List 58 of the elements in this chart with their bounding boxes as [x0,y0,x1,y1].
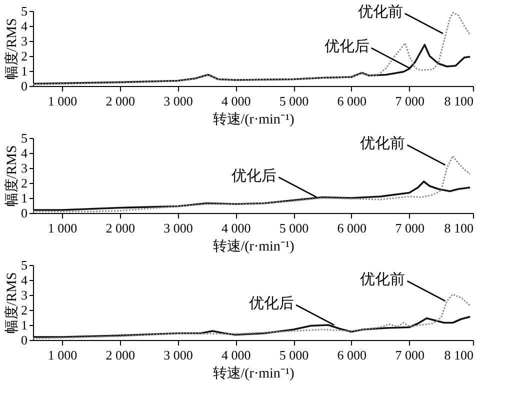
x-tick-label: 1 000 [48,94,78,108]
y-tick-label: 4 [21,272,28,288]
x-axis-title: 转速/(r·min⁻¹) [212,366,295,382]
annotation: 优化后 [249,295,294,312]
x-tick-label: 7 000 [395,220,424,236]
x-tick-label: 3 000 [164,220,193,236]
x-tick-label: 6 000 [337,220,367,236]
x-tick-label: 5 000 [279,220,309,236]
annotation: 优化后 [232,167,277,184]
line-series [32,180,472,211]
y-tick-label: 0 [21,206,28,220]
x-tick-label: 5 000 [279,94,309,108]
line-series [32,155,471,212]
x-tick-label: 8 100 [444,94,474,108]
x-axis-title: 转速/(r·min⁻¹) [212,238,295,254]
y-tick-label: 0 [21,332,28,348]
x-tick-label: 1 000 [48,348,78,362]
y-tick-label: 2 [21,302,28,318]
y-tick-label: 3 [21,160,28,176]
x-tick-label: 4 000 [222,220,251,236]
y-tick-label: 4 [21,18,28,34]
x-tick-label: 7 000 [395,348,424,362]
x-tick-label: 1 000 [48,220,78,236]
x-tick-label: 8 100 [444,220,474,236]
x-axis-title: 转速/(r·min⁻¹) [212,112,295,128]
annotation: 优化前 [360,271,406,288]
x-tick-label: 6 000 [337,348,367,362]
annotation: 优化后 [324,38,370,55]
x-tick-label: 2 000 [106,348,135,362]
x-tick-label: 3 000 [164,94,193,108]
line-series [32,316,472,338]
line-series [32,294,471,340]
y-axis-title: 幅度/RMS [4,18,20,80]
y-axis-title: 幅度/RMS [4,272,20,334]
y-tick-label: 5 [21,258,28,272]
x-tick-label: 2 000 [106,220,135,236]
y-tick-label: 1 [21,64,28,78]
x-tick-label: 8 100 [444,348,474,362]
y-tick-label: 1 [21,190,28,206]
x-tick-label: 7 000 [395,94,424,108]
y-tick-label: 1 [21,318,28,332]
y-axis-title: 幅度/RMS [4,145,20,207]
x-tick-label: 3 000 [164,348,193,362]
x-tick-label: 5 000 [279,348,309,362]
y-tick-label: 4 [21,146,28,160]
annotation: 优化前 [358,4,403,20]
x-tick-label: 4 000 [222,94,251,108]
y-tick-label: 3 [21,34,28,48]
x-tick-label: 2 000 [106,94,135,108]
y-tick-label: 5 [21,130,28,146]
y-tick-label: 3 [21,288,28,302]
y-tick-label: 0 [21,78,28,94]
y-tick-label: 2 [21,48,28,64]
annotation: 优化前 [360,135,406,152]
y-tick-label: 2 [21,176,28,190]
x-tick-label: 4 000 [222,348,251,362]
x-tick-label: 6 000 [337,94,367,108]
y-tick-label: 5 [21,4,28,18]
